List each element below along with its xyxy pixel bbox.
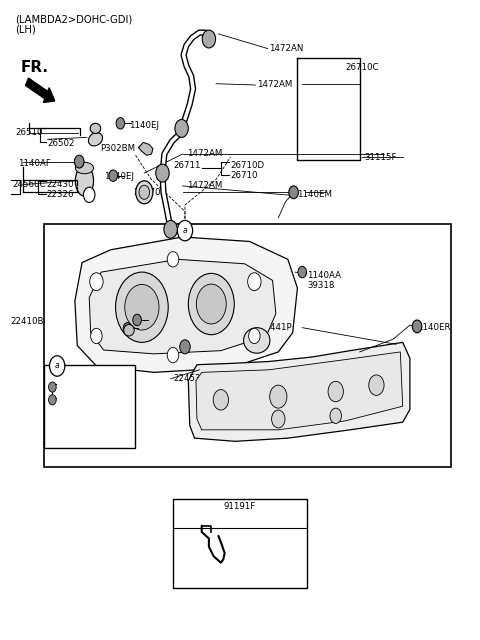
Text: a: a (183, 226, 187, 235)
Circle shape (272, 410, 285, 428)
Circle shape (188, 273, 234, 335)
Text: 39311E: 39311E (116, 326, 148, 335)
Text: 1472AM: 1472AM (187, 181, 223, 190)
FancyArrow shape (25, 78, 55, 102)
Text: FR.: FR. (21, 60, 49, 76)
Circle shape (48, 395, 56, 405)
Circle shape (125, 284, 159, 330)
Circle shape (167, 252, 179, 267)
Text: 26711: 26711 (173, 161, 201, 170)
Text: 22430: 22430 (47, 180, 74, 189)
Ellipse shape (90, 124, 101, 134)
Text: 26502: 26502 (48, 140, 75, 148)
Polygon shape (75, 237, 298, 372)
Text: 39318: 39318 (173, 344, 200, 353)
Circle shape (74, 156, 84, 168)
Text: 26510: 26510 (15, 129, 43, 138)
Text: 31115F: 31115F (364, 153, 397, 162)
Text: 39318: 39318 (307, 281, 335, 290)
Text: 1472AM: 1472AM (187, 150, 223, 159)
Text: 91191F: 91191F (224, 502, 256, 511)
Text: 1140EM: 1140EM (298, 189, 333, 198)
Circle shape (123, 323, 132, 334)
Circle shape (328, 381, 343, 402)
Circle shape (412, 320, 422, 333)
Text: P302BM: P302BM (100, 145, 135, 154)
Circle shape (109, 170, 118, 181)
Circle shape (167, 348, 179, 363)
Ellipse shape (75, 163, 94, 173)
Text: a: a (55, 362, 60, 371)
Ellipse shape (88, 132, 103, 146)
Text: 22441P: 22441P (259, 323, 292, 332)
Text: 1472AM: 1472AM (257, 81, 292, 90)
Text: 24560C: 24560C (12, 180, 46, 189)
Text: 1140EJ: 1140EJ (104, 172, 133, 181)
Text: (LH): (LH) (15, 24, 36, 35)
Circle shape (84, 187, 95, 202)
Circle shape (289, 186, 299, 198)
Circle shape (248, 273, 261, 291)
Circle shape (49, 356, 65, 376)
Circle shape (249, 328, 260, 344)
Circle shape (196, 284, 226, 324)
Circle shape (298, 266, 307, 278)
Circle shape (156, 164, 169, 182)
Text: 1140AA: 1140AA (307, 271, 341, 280)
Text: 91991: 91991 (57, 396, 84, 404)
Circle shape (116, 118, 125, 129)
Text: 1140AF: 1140AF (18, 159, 51, 168)
Circle shape (91, 328, 102, 344)
Circle shape (48, 382, 56, 392)
Text: 1140ER: 1140ER (417, 323, 451, 332)
Circle shape (175, 120, 188, 138)
Circle shape (164, 220, 177, 238)
Text: 24570A: 24570A (134, 188, 167, 196)
Text: 1472AN: 1472AN (269, 44, 303, 53)
Circle shape (369, 375, 384, 396)
Bar (44, 224, 451, 467)
Ellipse shape (243, 328, 270, 353)
Circle shape (330, 408, 341, 424)
Text: (LAMBDA2>DOHC-GDI): (LAMBDA2>DOHC-GDI) (15, 15, 132, 25)
Text: 26710: 26710 (230, 170, 258, 180)
Text: 22410B: 22410B (10, 317, 44, 326)
Circle shape (270, 385, 287, 408)
Text: 22326: 22326 (47, 189, 74, 198)
Text: 1140EJ: 1140EJ (120, 316, 149, 324)
Ellipse shape (139, 185, 150, 199)
Ellipse shape (124, 324, 134, 336)
Circle shape (133, 314, 142, 326)
Text: 26710C: 26710C (345, 63, 379, 72)
Polygon shape (139, 143, 153, 156)
Polygon shape (89, 259, 276, 354)
Text: 22453A: 22453A (173, 374, 206, 383)
Circle shape (177, 220, 192, 241)
Bar (44, 365, 135, 448)
Circle shape (213, 390, 228, 410)
Ellipse shape (75, 166, 94, 196)
Polygon shape (188, 342, 410, 442)
Text: 26710D: 26710D (230, 161, 264, 170)
Text: 1140EJ: 1140EJ (57, 383, 87, 392)
Circle shape (202, 30, 216, 48)
Polygon shape (196, 352, 403, 430)
Circle shape (116, 272, 168, 342)
Bar (173, 499, 307, 588)
Ellipse shape (136, 180, 153, 204)
Circle shape (90, 273, 103, 291)
Circle shape (180, 340, 190, 354)
Text: 1140EJ: 1140EJ (129, 121, 159, 130)
